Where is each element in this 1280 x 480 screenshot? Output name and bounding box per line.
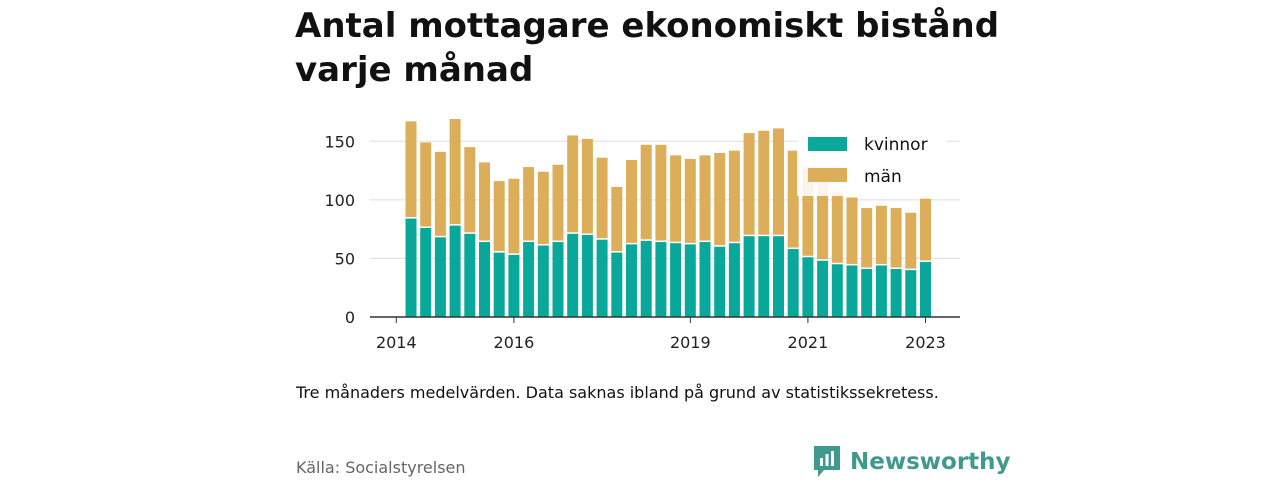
bar-kvinnor xyxy=(714,246,726,317)
bar-man xyxy=(670,155,682,242)
bar-man xyxy=(405,121,417,218)
bar-kvinnor xyxy=(420,227,432,317)
bar-kvinnor xyxy=(802,257,814,317)
bar-man xyxy=(567,135,579,233)
bar-man xyxy=(464,147,476,233)
bar-kvinnor xyxy=(846,265,858,317)
bar-kvinnor xyxy=(699,242,711,317)
bar-man xyxy=(508,178,520,254)
bar-kvinnor xyxy=(670,243,682,317)
bar-man xyxy=(655,144,667,241)
bar-man xyxy=(611,186,623,252)
y-tick-label: 100 xyxy=(324,191,355,210)
bar-man xyxy=(640,144,652,240)
bar-man xyxy=(890,208,902,268)
bar-kvinnor xyxy=(434,237,446,317)
bar-kvinnor xyxy=(611,252,623,317)
bar-kvinnor xyxy=(596,239,608,317)
bar-kvinnor xyxy=(655,242,667,317)
bar-man xyxy=(684,158,696,243)
bar-man xyxy=(699,155,711,241)
bar-man xyxy=(773,128,784,235)
bar-man xyxy=(434,151,446,236)
x-axis: 2014 2016 2019 2021 2023 xyxy=(370,316,960,352)
bar-kvinnor xyxy=(920,261,931,317)
bar-kvinnor xyxy=(817,260,829,317)
chart-note: Tre månaders medelvärden. Data saknas ib… xyxy=(296,383,939,402)
x-tick-label: 2019 xyxy=(670,333,711,352)
bar-kvinnor xyxy=(743,236,755,317)
bar-man xyxy=(552,164,564,241)
source-text: Källa: Socialstyrelsen xyxy=(296,458,466,477)
bar-chart: 0 50 100 150 2014 2016 2019 2021 2023 kvinnor m… xyxy=(324,119,960,352)
bar-man xyxy=(802,167,814,256)
bar-man xyxy=(493,181,505,252)
legend-label-kvinnor: kvinnor xyxy=(864,135,928,155)
legend-swatch-man xyxy=(808,168,847,182)
bar-kvinnor xyxy=(875,265,887,317)
bar-man xyxy=(728,150,740,242)
bars xyxy=(405,119,931,317)
legend-label-man: män xyxy=(864,167,902,187)
bar-man xyxy=(905,212,917,269)
bar-kvinnor xyxy=(493,252,505,317)
bar-kvinnor xyxy=(758,236,770,317)
bar-kvinnor xyxy=(905,270,917,317)
chart-title: Antal mottagare ekonomiskt bistånd varje… xyxy=(295,6,1000,90)
bar-kvinnor xyxy=(640,240,652,317)
bar-kvinnor xyxy=(861,268,873,317)
brand-logo[interactable]: Newsworthy xyxy=(814,446,1011,478)
bar-man xyxy=(581,138,593,234)
bar-man xyxy=(596,157,608,239)
bar-man xyxy=(743,133,755,235)
x-tick-label: 2023 xyxy=(905,333,946,352)
x-tick-label: 2016 xyxy=(494,333,535,352)
bar-kvinnor xyxy=(626,244,637,317)
bar-kvinnor xyxy=(787,249,799,317)
y-tick-label: 150 xyxy=(324,132,355,151)
bar-man xyxy=(420,142,432,227)
bar-kvinnor xyxy=(537,245,549,317)
legend-swatch-kvinnor xyxy=(808,137,847,151)
bar-man xyxy=(846,197,858,264)
y-tick-label: 0 xyxy=(345,308,355,327)
bar-man xyxy=(479,162,490,241)
bar-kvinnor xyxy=(567,233,579,317)
bar-man xyxy=(861,208,873,268)
bar-man xyxy=(758,130,770,235)
bar-kvinnor xyxy=(684,244,696,317)
bar-kvinnor xyxy=(773,236,784,317)
newsworthy-logo-icon xyxy=(814,446,840,477)
bar-man xyxy=(714,153,726,246)
bar-kvinnor xyxy=(831,264,843,317)
bar-man xyxy=(875,205,887,264)
bar-kvinnor xyxy=(449,225,461,317)
bar-man xyxy=(817,179,829,260)
bar-man xyxy=(537,171,549,245)
bar-kvinnor xyxy=(479,242,490,317)
bar-kvinnor xyxy=(464,233,476,317)
bar-kvinnor xyxy=(581,235,593,317)
bar-kvinnor xyxy=(890,268,902,317)
bar-kvinnor xyxy=(523,242,535,317)
bar-man xyxy=(626,160,637,243)
bar-man xyxy=(787,150,799,248)
y-tick-label: 50 xyxy=(335,249,355,268)
x-tick-label: 2014 xyxy=(376,333,417,352)
bar-kvinnor xyxy=(728,243,740,317)
legend: kvinnor män xyxy=(797,126,947,196)
x-tick-label: 2021 xyxy=(788,333,829,352)
brand-name: Newsworthy xyxy=(850,449,1011,475)
bar-man xyxy=(831,191,843,263)
bar-man xyxy=(920,198,931,261)
bar-kvinnor xyxy=(552,242,564,317)
bar-man xyxy=(449,119,461,225)
bar-kvinnor xyxy=(405,218,417,317)
bar-man xyxy=(523,167,535,241)
y-axis: 0 50 100 150 xyxy=(324,132,355,327)
bar-kvinnor xyxy=(508,254,520,317)
